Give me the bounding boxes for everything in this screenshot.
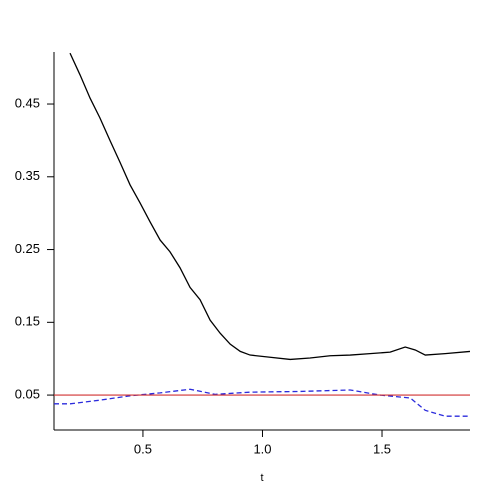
y-tick-label: 0.15 [15,314,40,329]
series-line [54,388,470,417]
x-axis-label: t [260,472,263,484]
y-tick-label: 0.05 [15,387,40,402]
x-tick-label: 1.5 [373,441,391,456]
y-tick-label: 0.25 [15,241,40,256]
x-tick-label: 1.0 [253,441,271,456]
y-tick-label: 0.45 [15,95,40,110]
x-tick-label: 0.5 [134,441,152,456]
series-line [69,52,470,361]
plot-area [54,52,470,417]
y-tick-label: 0.35 [15,168,40,183]
